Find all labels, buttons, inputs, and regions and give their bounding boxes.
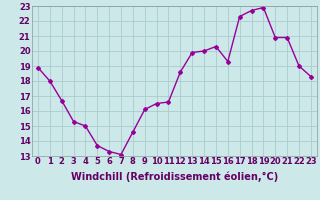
X-axis label: Windchill (Refroidissement éolien,°C): Windchill (Refroidissement éolien,°C)	[71, 172, 278, 182]
